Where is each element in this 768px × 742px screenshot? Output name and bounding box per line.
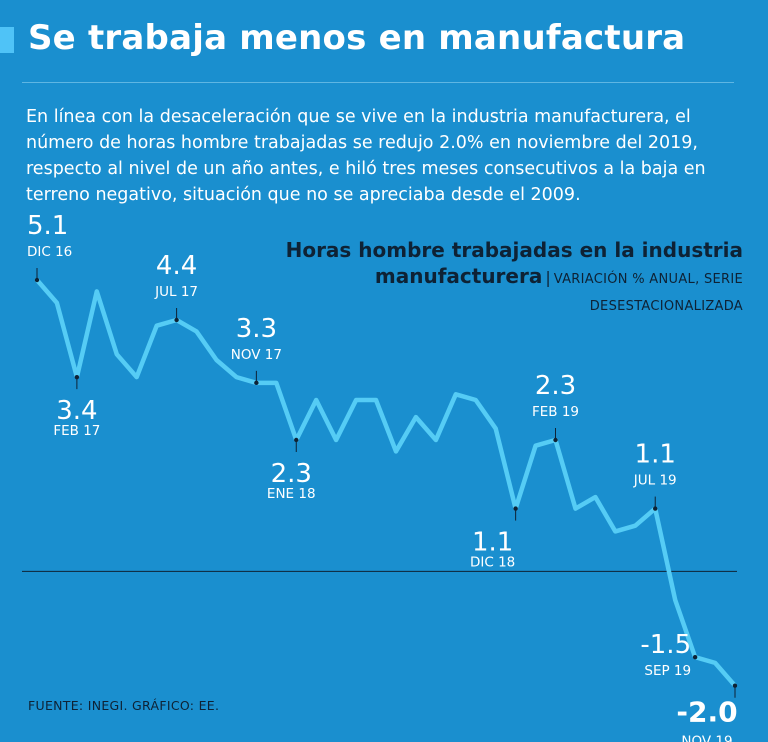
title-divider — [22, 82, 734, 83]
chart-title-line2: manufacturera — [374, 264, 543, 288]
date-label: JUL 19 — [633, 473, 677, 489]
date-label: FEB 17 — [53, 423, 100, 439]
source-footer: FUENTE: INEGI. GRÁFICO: EE. — [28, 698, 220, 713]
chart-subtitle-line1: VARIACIÓN % ANUAL, SERIE — [553, 272, 743, 287]
date-label: DIC 18 — [470, 555, 515, 571]
chart-subtitle-line2: DESESTACIONALIZADA — [589, 299, 743, 314]
date-label: ENE 18 — [267, 486, 316, 502]
intro-paragraph: En línea con la desaceleración que se vi… — [26, 107, 706, 205]
annotation-point — [653, 506, 658, 511]
data-label: 1.1 — [635, 440, 676, 470]
data-label: -2.0 — [676, 696, 737, 729]
annotation-point — [513, 506, 518, 511]
date-label: JUL 17 — [154, 284, 198, 300]
date-label: NOV 19 — [681, 734, 732, 742]
data-label: 3.4 — [56, 396, 97, 426]
date-label: NOV 17 — [231, 347, 282, 363]
annotation-point — [174, 317, 179, 323]
annotation-point — [74, 374, 80, 380]
chart-title-line1: Horas hombre trabajadas en la industria — [285, 238, 743, 262]
title-accent-bar — [0, 27, 14, 53]
data-label: -1.5 — [640, 630, 691, 660]
data-label: 1.1 — [472, 528, 513, 558]
data-label: 4.4 — [156, 251, 197, 281]
data-label: 3.3 — [236, 314, 277, 344]
date-label: SEP 19 — [644, 663, 691, 679]
page-title: Se trabaja menos en manufactura — [28, 18, 686, 58]
date-label: FEB 19 — [532, 404, 579, 420]
annotation-point — [553, 437, 558, 443]
chart-title-separator: | — [545, 268, 551, 287]
annotation-point — [254, 380, 259, 386]
series-line — [34, 277, 738, 688]
chart-title-block: Horas hombre trabajadas en la industria … — [223, 238, 743, 319]
data-label: 5.1 — [27, 211, 68, 241]
annotation-point — [34, 277, 40, 283]
data-label: 2.3 — [535, 371, 576, 401]
annotation-point — [294, 437, 299, 443]
annotation-point — [692, 654, 698, 660]
data-label: 2.3 — [271, 459, 312, 489]
date-label: DIC 16 — [27, 244, 72, 260]
annotation-point — [732, 683, 738, 688]
